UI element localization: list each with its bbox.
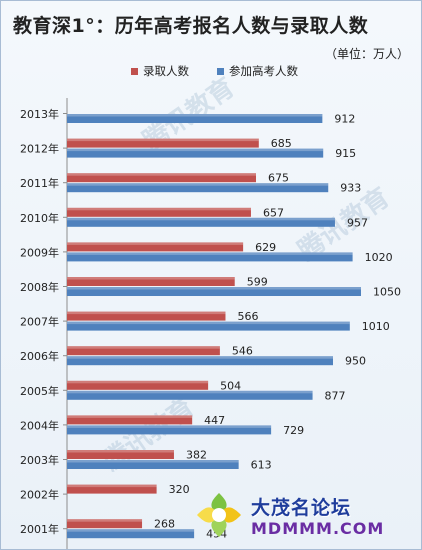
category-label: 2005年 <box>20 384 59 398</box>
bar-applicants <box>67 390 313 400</box>
value-label-applicants: 950 <box>345 355 366 368</box>
value-label-applicants: 915 <box>335 147 356 160</box>
bar-highlight <box>67 242 244 245</box>
category-label: 2008年 <box>20 280 59 294</box>
value-label-admitted: 685 <box>271 137 292 150</box>
bar-admitted <box>67 138 259 148</box>
bar-admitted <box>67 346 220 356</box>
bar-highlight <box>67 519 143 522</box>
bar-admitted <box>67 207 251 217</box>
bar-highlight <box>67 460 239 463</box>
bar-admitted <box>67 277 235 286</box>
bar-highlight <box>67 114 323 117</box>
bar-highlight <box>67 311 226 315</box>
bar-applicants <box>67 148 324 158</box>
bar-highlight <box>67 529 195 532</box>
value-label-admitted: 546 <box>232 345 253 358</box>
unit-label: （单位：万人） <box>324 47 409 61</box>
bar-admitted <box>67 242 244 252</box>
category-label: 2011年 <box>20 176 59 190</box>
bar-admitted <box>67 450 174 459</box>
legend-swatch-admitted <box>131 67 138 75</box>
value-label-admitted: 657 <box>263 206 284 219</box>
bar-applicants <box>67 287 361 296</box>
bar-applicants <box>67 529 195 539</box>
bar-highlight <box>67 390 313 394</box>
bar-applicants <box>67 183 329 193</box>
bar-admitted <box>67 311 226 321</box>
forum-badge: 大茂名论坛 MDMMM.COM <box>193 489 421 549</box>
bar-highlight <box>67 321 350 325</box>
bar-highlight <box>67 287 361 290</box>
forum-url: MDMMM.COM <box>251 519 385 538</box>
bar-highlight <box>67 217 335 221</box>
bar-highlight <box>67 138 259 142</box>
legend-item-admitted: 录取人数 <box>131 63 189 79</box>
category-label: 2002年 <box>20 488 59 502</box>
category-label: 2007年 <box>20 315 59 329</box>
bar-highlight <box>67 425 272 428</box>
value-label-admitted: 629 <box>255 241 276 254</box>
category-label: 2003年 <box>20 453 59 467</box>
value-label-applicants: 912 <box>334 113 355 126</box>
value-label-applicants: 877 <box>325 389 346 402</box>
category-label: 2004年 <box>20 418 59 432</box>
category-label: 2013年 <box>20 107 59 121</box>
bar-applicants <box>67 356 333 366</box>
value-label-admitted: 268 <box>154 518 175 531</box>
category-label: 2006年 <box>20 349 59 363</box>
value-label-admitted: 566 <box>237 310 258 323</box>
value-label-admitted: 504 <box>220 379 241 392</box>
bar-applicants <box>67 217 335 227</box>
legend-swatch-applicants <box>217 67 224 75</box>
value-label-admitted: 447 <box>204 414 225 427</box>
bar-highlight <box>67 356 333 359</box>
bar-highlight <box>67 346 220 349</box>
value-label-admitted: 382 <box>186 449 207 462</box>
bar-admitted <box>67 173 256 183</box>
value-label-applicants: 1050 <box>373 286 401 299</box>
forum-logo-icon <box>197 493 241 537</box>
bar-applicants <box>67 321 350 331</box>
bar-highlight <box>67 277 235 280</box>
bar-highlight <box>67 148 324 152</box>
category-label: 2001年 <box>20 522 59 536</box>
bar-applicants <box>67 460 239 469</box>
bar-highlight <box>67 207 251 211</box>
bar-applicants <box>67 114 323 123</box>
forum-name: 大茂名论坛 <box>251 497 352 519</box>
chart-legend: 录取人数 参加高考人数 <box>131 63 298 79</box>
category-label: 2009年 <box>20 245 59 259</box>
value-label-applicants: 957 <box>347 216 368 229</box>
bar-applicants <box>67 252 353 262</box>
value-label-admitted: 320 <box>169 483 190 496</box>
legend-label-admitted: 录取人数 <box>143 64 189 78</box>
bar-admitted <box>67 519 143 529</box>
bar-highlight <box>67 380 209 384</box>
value-label-admitted: 675 <box>268 172 289 185</box>
bar-highlight <box>67 415 193 418</box>
value-label-applicants: 933 <box>340 182 361 195</box>
bar-admitted <box>67 415 193 425</box>
value-label-admitted: 599 <box>247 276 268 289</box>
bar-admitted <box>67 484 157 494</box>
value-label-applicants: 613 <box>251 459 272 472</box>
bar-highlight <box>67 252 353 255</box>
category-label: 2012年 <box>20 142 59 156</box>
legend-label-applicants: 参加高考人数 <box>229 64 298 78</box>
bar-highlight <box>67 173 256 176</box>
value-label-applicants: 1010 <box>362 320 390 333</box>
bar-admitted <box>67 380 209 390</box>
bar-highlight <box>67 183 329 186</box>
bar-highlight <box>67 450 174 453</box>
value-label-applicants: 729 <box>283 424 304 437</box>
chart-title: 教育深1°：历年高考报名人数与录取人数 <box>13 15 369 37</box>
bar-highlight <box>67 484 157 488</box>
bar-applicants <box>67 425 272 435</box>
value-label-applicants: 1020 <box>365 251 393 264</box>
category-label: 2010年 <box>20 211 59 225</box>
legend-item-applicants: 参加高考人数 <box>217 63 298 79</box>
